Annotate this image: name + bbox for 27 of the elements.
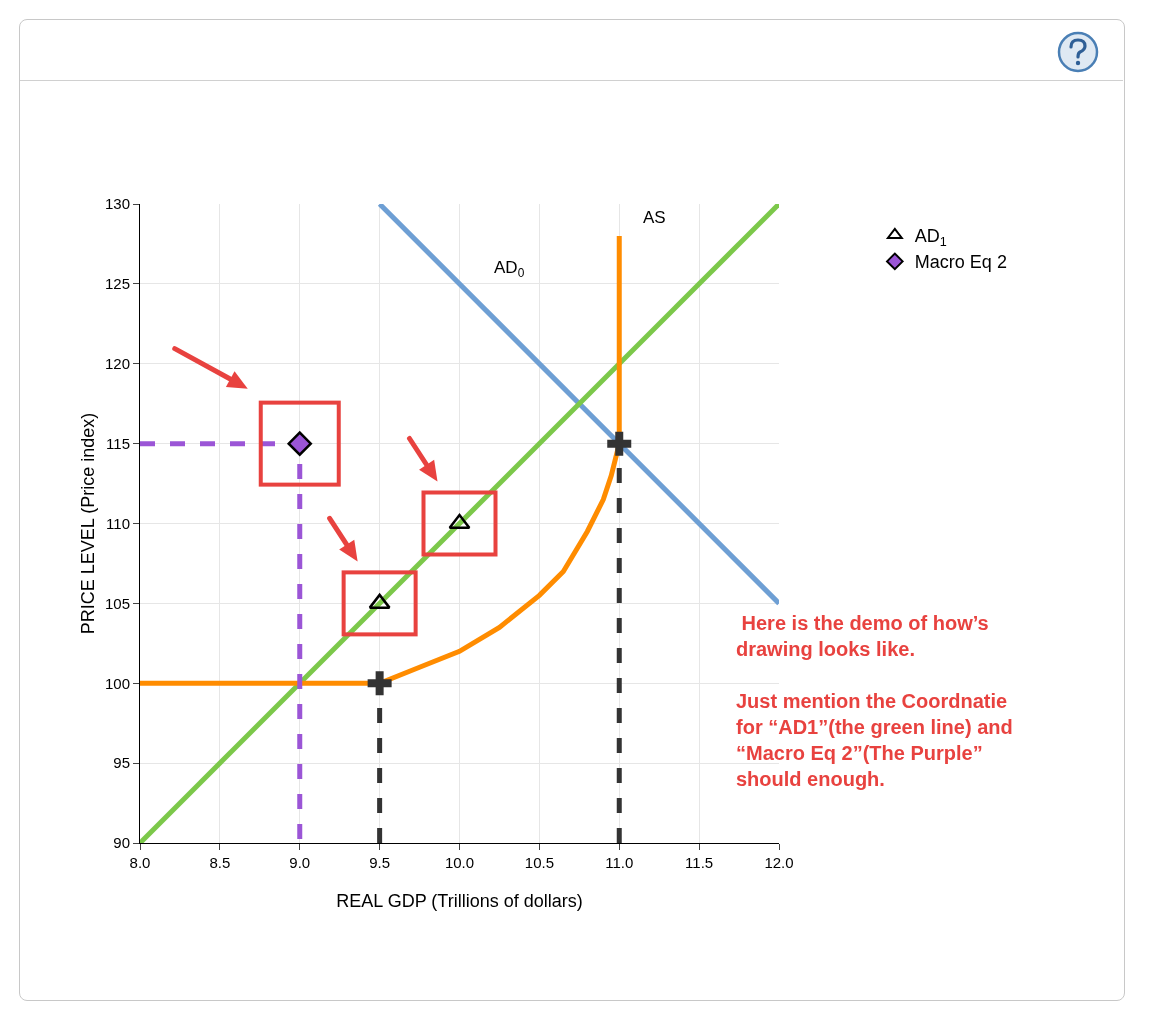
x-axis-title: REAL GDP (Trillions of dollars) [336, 891, 583, 911]
y-tick-label: 120 [104, 355, 130, 372]
x-tick-label: 9.0 [289, 854, 311, 871]
x-tick-label: 8.5 [209, 854, 231, 871]
y-tick-label: 115 [106, 434, 130, 452]
x-tick-label: 11.5 [685, 854, 714, 871]
x-tick-label: 8.0 [129, 854, 151, 871]
series-label: AS [643, 208, 666, 227]
x-tick-label: 11.0 [605, 854, 634, 871]
y-tick-label: 90 [113, 834, 130, 852]
legend-label: Macro Eq 2 [914, 252, 1007, 273]
point [367, 671, 392, 696]
y-tick-label: 95 [113, 754, 130, 772]
y-tick-label: 110 [106, 514, 130, 532]
text: Here is the demo of how’s drawing looks like. Just mention the Coordnatie for “AD1”(the green line) and “Macro Eq 2”(The Purple” should enough. [736, 612, 1013, 790]
x-tick-label: 10.5 [524, 854, 554, 871]
y-tick-label: 105 [104, 594, 130, 612]
y-axis-title: PRICE LEVEL (Price index) [78, 412, 98, 635]
x-tick-label: 10.0 [444, 854, 475, 871]
point [607, 431, 632, 456]
y-tick-label: 100 [104, 674, 130, 692]
legend-label: AD$_{1}$ [914, 226, 947, 249]
y-tick-label: 125 [104, 275, 130, 293]
y-tick-label: 130 [104, 195, 130, 213]
x-tick-label: 12.0 [764, 854, 794, 871]
series-label: AD$_{0}$ [494, 258, 525, 280]
x-tick-label: 9.5 [369, 854, 391, 871]
